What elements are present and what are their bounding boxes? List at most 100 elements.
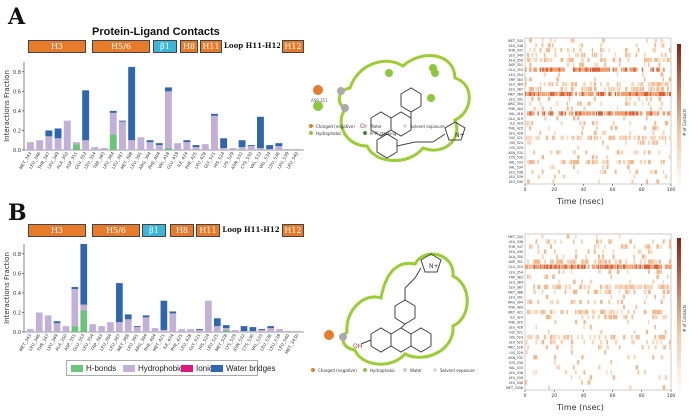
- timeline-contact-a: [525, 135, 527, 140]
- timeline-contact-b: [570, 350, 573, 355]
- timeline-contact-a: [552, 67, 555, 72]
- bar-a-HIS_524-hydrophobic: [220, 148, 228, 150]
- timeline-contact-b: [550, 299, 552, 305]
- timeline-contact-b: [604, 264, 607, 269]
- timeline-contact-b: [612, 314, 615, 320]
- timeline-contact-a: [668, 111, 671, 116]
- timeline-contact-b: [562, 254, 565, 259]
- timeline-contact-a: [525, 77, 527, 82]
- timeline-contact-a: [570, 106, 573, 111]
- timeline-contact-a: [529, 48, 531, 53]
- timeline-contact-b: [579, 284, 583, 290]
- nitrogen-label-b: N+: [429, 263, 439, 270]
- timeline-contact-a: [575, 111, 578, 116]
- timeline-contact-b: [625, 264, 628, 269]
- timeline-contact-b: [568, 264, 571, 269]
- timeline-contact-a: [662, 169, 665, 174]
- timeline-row-label-a: LEU_387: [509, 88, 523, 92]
- bar-b-LEU_536-hydrophobic: [267, 328, 275, 332]
- timeline-contact-b: [581, 259, 584, 264]
- timeline-contact-a: [547, 43, 551, 48]
- timeline-contact-a: [568, 91, 572, 97]
- timeline-contact-a: [633, 86, 636, 92]
- timeline-contact-b: [610, 314, 612, 320]
- timeline-contact-a: [552, 43, 554, 48]
- timeline-contact-b: [660, 244, 663, 249]
- timeline-row-label-b: LEU_349: [509, 250, 523, 254]
- timeline-contact-a: [637, 135, 640, 140]
- timeline-contact-b: [568, 284, 572, 290]
- timeline-contact-b: [606, 345, 609, 350]
- timeline-contact-b: [529, 299, 532, 305]
- timeline-row-label-b: GLU_353: [508, 265, 523, 269]
- timeline-contact-b: [566, 259, 570, 264]
- timeline-contact-a: [566, 101, 569, 106]
- timeline-contact-b: [616, 269, 620, 274]
- timeline-contact-b: [623, 314, 626, 320]
- timeline-contact-a: [577, 169, 579, 174]
- timeline-contact-b: [587, 380, 591, 385]
- timeline-contact-a: [570, 91, 573, 97]
- timeline-contact-a: [629, 111, 632, 116]
- timeline-contact-a: [533, 67, 537, 72]
- timeline-row-label-b: LEU_346: [509, 240, 523, 244]
- timeline-contact-a: [625, 91, 628, 97]
- timeline-contact-a: [627, 159, 631, 165]
- ligand-diagram-a: N+ O- ASP 351 Charged (negative) Hydroph…: [309, 54, 471, 162]
- timeline-contact-b: [623, 334, 626, 340]
- timeline-contact-a: [658, 91, 661, 97]
- timeline-contact-a: [662, 57, 666, 63]
- bar-a-LEU_384-h-bonds: [109, 134, 117, 150]
- timeline-contact-b: [545, 274, 548, 279]
- timeline-contact-a: [581, 86, 583, 92]
- timeline-contact-b: [562, 334, 565, 340]
- timeline-contact-b: [658, 269, 661, 274]
- timeline-contact-b: [660, 264, 663, 269]
- timeline-contact-a: [637, 91, 640, 97]
- bar-a-PHE_404-water-bridges: [155, 143, 163, 146]
- timeline-contact-a: [531, 96, 534, 101]
- bar-b-GLU_353-h-bonds: [80, 310, 88, 332]
- bar-b-ARG_394-hydrophobic: [142, 317, 150, 332]
- timeline-contact-a: [527, 52, 530, 58]
- timeline-contact-a: [543, 82, 546, 87]
- timeline-contact-b: [604, 244, 606, 249]
- timeline-contact-a: [666, 82, 669, 87]
- timeline-contact-b: [604, 350, 607, 355]
- timeline-contact-a: [629, 121, 631, 126]
- timeline-contact-a: [641, 67, 644, 72]
- timeline-contact-a: [614, 169, 617, 174]
- timeline-contact-a: [650, 106, 652, 111]
- timeline-contact-b: [625, 314, 628, 320]
- timeline-contact-b: [587, 314, 590, 320]
- bar-b-LEU_349-water-bridges: [53, 321, 61, 324]
- timeline-contact-a: [654, 91, 658, 97]
- timeline-contact-b: [602, 254, 605, 259]
- timeline-contact-b: [591, 314, 595, 320]
- timeline-contact-b: [595, 289, 598, 295]
- timeline-contact-b: [639, 249, 642, 254]
- timeline-contact-b: [612, 264, 616, 269]
- timeline-row-label-a: GLY_521: [509, 136, 523, 140]
- bar-b-ALA_350-hydrophobic: [62, 326, 70, 332]
- timeline-contact-a: [552, 179, 555, 184]
- timeline-contact-b: [533, 264, 536, 269]
- timeline-contact-a: [654, 82, 656, 87]
- timeline-contact-b: [591, 339, 594, 345]
- timeline-contact-b: [550, 334, 553, 340]
- timeline-contact-b: [608, 289, 612, 295]
- timeline-contact-b: [568, 259, 572, 264]
- timeline-contact-a: [618, 135, 622, 140]
- timeline-contact-a: [558, 169, 560, 174]
- timeline-contact-b: [543, 284, 547, 290]
- timeline-contact-b: [535, 264, 538, 269]
- timeline-contact-b: [656, 309, 660, 315]
- timeline-contact-a: [527, 111, 529, 116]
- timeline-row-label-b: VAL_533: [509, 366, 523, 370]
- timeline-contact-b: [570, 375, 573, 380]
- timeline-contact-a: [616, 86, 620, 92]
- timeline-contact-a: [560, 135, 563, 140]
- timeline-contact-b: [629, 279, 632, 285]
- timeline-contact-b: [643, 254, 647, 259]
- timeline-contact-a: [598, 179, 600, 184]
